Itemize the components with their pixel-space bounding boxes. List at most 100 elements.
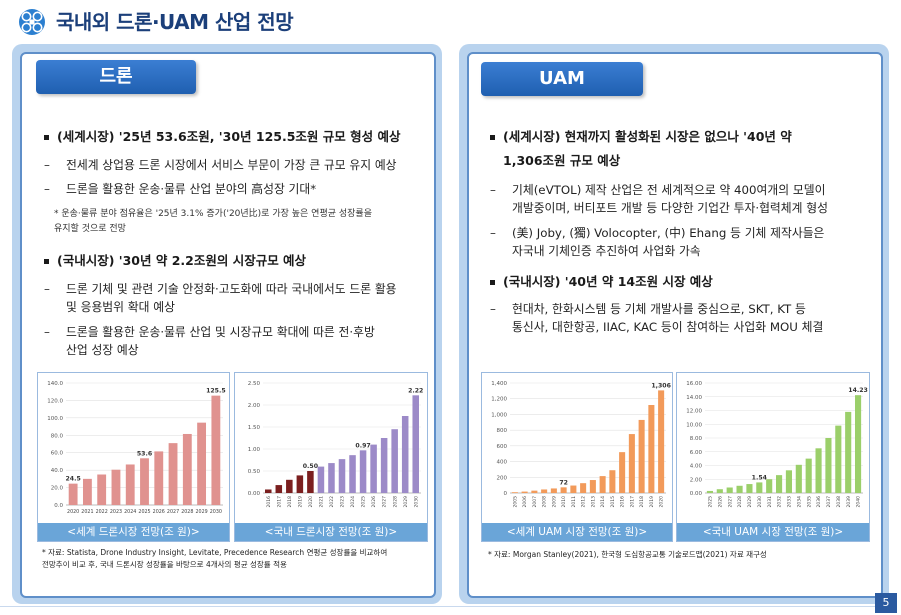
- bar: [349, 455, 356, 493]
- bar: [275, 485, 283, 493]
- dash-mark: –: [490, 183, 496, 197]
- drone-dash-3-line-1: 드론 기체 및 관련 기술 안정화·고도화에 따라 국내에서도 드론 활용: [66, 282, 397, 296]
- data-label: 24.5: [65, 476, 80, 483]
- uam-domestic-bullet: (국내시장) '40년 약 14조원 시장 예상: [490, 272, 880, 292]
- uam-domestic-bullet-text: (국내시장) '40년 약 14조원 시장 예상: [503, 274, 713, 289]
- uam-domestic-chart-caption: <국내 UAM 시장 전망(조 원)>: [677, 523, 869, 541]
- bar: [154, 451, 164, 505]
- y-tick-label: 0: [504, 491, 508, 497]
- y-tick-label: 600: [497, 444, 508, 450]
- drone-domestic-bullet-text: (국내시장) '30년 약 2.2조원의 시장규모 예상: [57, 253, 307, 268]
- data-label: 14.23: [848, 387, 868, 394]
- x-tick-label: 2029: [195, 509, 207, 515]
- y-tick-label: 1,200: [491, 397, 507, 403]
- bar: [580, 483, 587, 493]
- bar: [658, 390, 665, 493]
- bar: [401, 416, 409, 493]
- bar: [815, 448, 822, 493]
- bar: [68, 483, 78, 505]
- bar: [197, 422, 207, 505]
- y-tick-label: 2.00: [690, 477, 703, 483]
- drone-global-bullet-text: (세계시장) '25년 53.6조원, '30년 125.5조원 규모 형성 예…: [57, 129, 401, 144]
- drone-logo-icon: [19, 9, 45, 35]
- uam-dash-2-line-2: 자국내 기체인증 추진하여 사업화 가속: [512, 244, 701, 258]
- x-tick-label: 2033: [787, 496, 793, 508]
- drone-dash-3-line-2: 및 응용범위 확대 예상: [66, 300, 175, 314]
- bar: [531, 490, 538, 493]
- bar: [541, 489, 548, 493]
- x-tick-label: 2030: [413, 496, 419, 508]
- bar: [82, 478, 92, 505]
- bar: [317, 466, 325, 493]
- bar: [265, 489, 272, 493]
- uam-global-bullet-line-1: (세계시장) 현재까지 활성화된 시장은 없으나 '40년 약: [503, 129, 792, 144]
- y-tick-label: 200: [497, 475, 508, 481]
- bar: [766, 479, 773, 493]
- y-tick-label: 12.00: [686, 409, 702, 415]
- bar: [756, 482, 763, 493]
- y-tick-label: 0.0: [54, 503, 63, 509]
- bar: [111, 469, 121, 505]
- uam-domestic-chart: 0.00 2.00 4.00 6.00 8.00 10.00 12.00 14.00 16.00…: [676, 372, 870, 542]
- x-tick-label: 2009: [551, 496, 557, 508]
- x-tick-label: 2005: [512, 496, 518, 508]
- x-tick-label: 2007: [532, 496, 538, 508]
- dash-mark: –: [44, 325, 50, 339]
- bar: [570, 485, 577, 493]
- drone-dash-1: – 전세계 상업용 드론 시장에서 서비스 부문이 가장 큰 규모 유지 예상: [44, 157, 434, 175]
- y-tick-label: 6.00: [690, 450, 703, 456]
- bar: [286, 479, 293, 493]
- bar: [168, 443, 178, 505]
- x-tick-label: 2014: [600, 496, 606, 508]
- bar: [589, 480, 596, 493]
- bar: [97, 474, 107, 505]
- y-tick-label: 10.00: [686, 422, 702, 428]
- drone-global-chart: 0.0 20.0 40.0 60.0 80.0 100.0 120.0 140.0 2020 24…: [37, 372, 230, 542]
- x-tick-label: 2015: [610, 496, 616, 508]
- x-tick-label: 2010: [561, 496, 567, 508]
- drone-domestic-chart-caption: <국내 드론시장 전망(조 원)>: [235, 523, 427, 541]
- drone-global-bullet: (세계시장) '25년 53.6조원, '30년 125.5조원 규모 형성 예…: [44, 127, 434, 147]
- bar: [359, 450, 367, 493]
- bar: [785, 470, 792, 493]
- bar: [776, 475, 783, 493]
- x-tick-label: 2026: [153, 509, 165, 515]
- y-tick-label: 120.0: [47, 398, 63, 404]
- x-tick-label: 2028: [181, 509, 193, 515]
- y-tick-label: 1.00: [248, 447, 261, 453]
- drone-dash-4-line-1: 드론을 활용한 운송·물류 산업 및 시장규모 확대에 따른 전·후방: [66, 325, 375, 339]
- bar: [599, 476, 606, 493]
- uam-dash-1: – 기체(eVTOL) 제작 산업은 전 세계적으로 약 400여개의 모델이 개발…: [490, 182, 880, 218]
- x-tick-label: 2025: [361, 496, 367, 508]
- uam-dash-3: – 현대차, 한화시스템 등 기체 개발사를 중심으로, SKT, KT 등 통신사…: [490, 301, 880, 337]
- bar: [211, 395, 221, 505]
- dash-mark: –: [44, 182, 50, 196]
- x-tick-label: 2018: [639, 496, 645, 508]
- drone-dash-3: – 드론 기체 및 관련 기술 안정화·고도화에 따라 국내에서도 드론 활용 및 …: [44, 281, 434, 317]
- bar: [412, 395, 419, 493]
- bullet-square: [44, 135, 49, 140]
- uam-global-chart: 0 200 400 600 800 1,000 1,200 1,400 2005 2006 2007…: [481, 372, 673, 542]
- y-tick-label: 0.00: [248, 491, 261, 497]
- dash-mark: –: [44, 158, 50, 172]
- uam-dash-2-line-1: (美) Joby, (獨) Volocopter, (中) Ehang 등 기체…: [512, 226, 825, 240]
- x-tick-label: 2036: [816, 496, 822, 508]
- drone-source-2: 전망추이 비교 후, 국내 드론시장 성장률을 바탕으로 4개사의 평균 성장률…: [42, 560, 287, 569]
- bullet-square: [490, 135, 495, 140]
- drone-domestic-chart: 0.00 0.50 1.00 1.50 2.00 2.50 2016 2017 2018 2019…: [234, 372, 428, 542]
- bar: [560, 487, 567, 493]
- x-tick-label: 2035: [806, 496, 812, 508]
- bar: [638, 419, 645, 493]
- x-tick-label: 2030: [210, 509, 222, 515]
- y-tick-label: 1,400: [491, 381, 507, 387]
- y-tick-label: 400: [497, 460, 508, 466]
- x-tick-label: 2017: [276, 496, 282, 508]
- y-tick-label: 0.00: [690, 491, 703, 497]
- bar: [706, 490, 713, 493]
- y-tick-label: 60.0: [51, 451, 64, 457]
- bar: [296, 475, 304, 493]
- uam-global-chart-svg: 0 200 400 600 800 1,000 1,200 1,400 2005 2006 2007…: [491, 381, 671, 508]
- data-label: 1.54: [752, 474, 768, 481]
- x-tick-label: 2026: [717, 496, 723, 508]
- bar: [328, 463, 335, 493]
